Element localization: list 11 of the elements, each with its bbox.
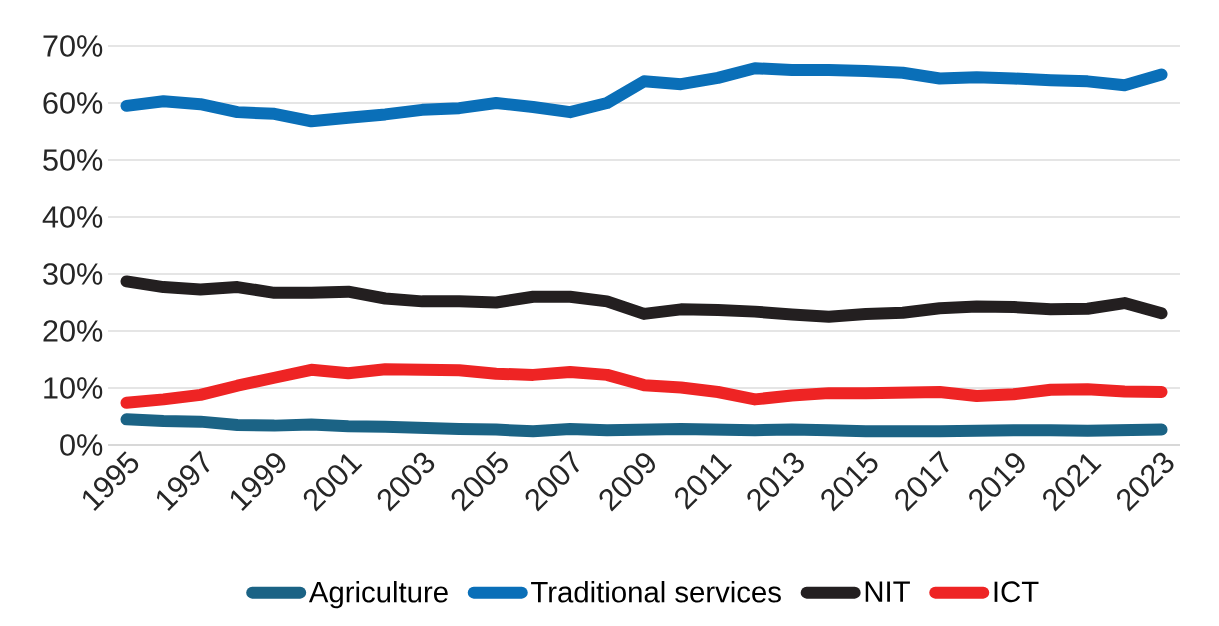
y-tick-label: 70% [43,35,103,57]
y-tick-label: 60% [43,92,103,114]
y-tick-label: 20% [43,320,103,342]
y-tick-label: 50% [43,149,103,171]
y-tick-label: 10% [44,377,103,399]
legend-label: ICT [994,581,1039,603]
legend-label: Agriculture [308,580,448,609]
y-tick-label: 40% [42,206,103,228]
legend-label: Traditional services [531,580,781,603]
legend-label: NIT [865,581,910,602]
y-tick-label: 30% [43,263,103,285]
